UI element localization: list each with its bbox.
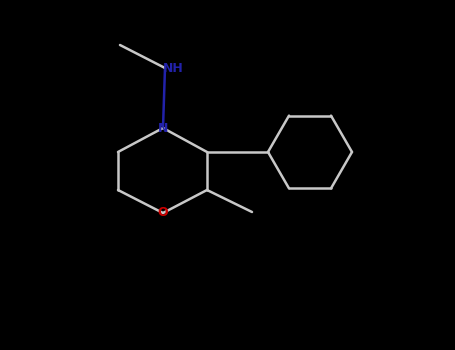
Text: N: N xyxy=(158,121,168,134)
Text: NH: NH xyxy=(162,62,183,75)
Text: O: O xyxy=(158,206,168,219)
